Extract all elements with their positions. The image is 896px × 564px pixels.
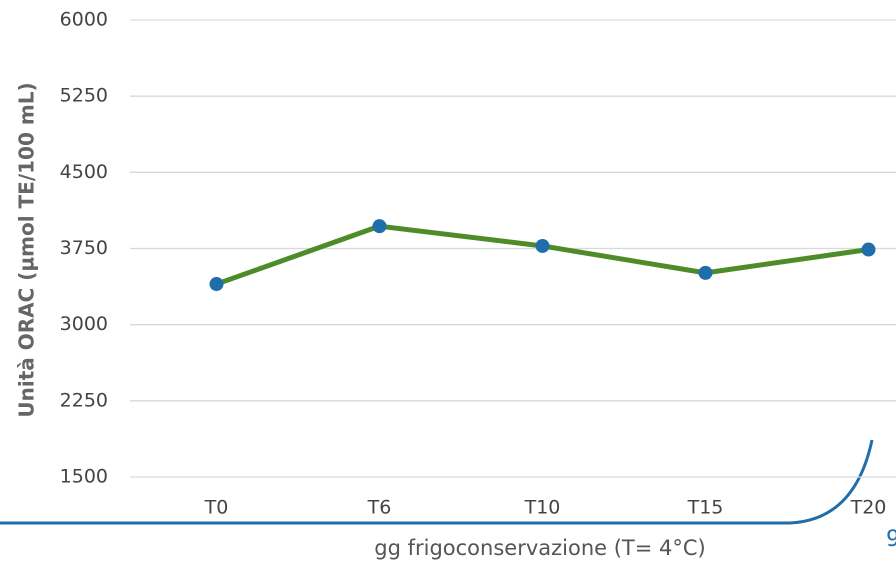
data-point <box>862 243 876 257</box>
data-point <box>210 277 224 291</box>
y-tick-label: 5250 <box>60 85 108 107</box>
x-tick-label: T6 <box>367 497 392 519</box>
x-axis-label: gg frigoconservazione (T= 4°C) <box>374 536 706 560</box>
page-number: 9 <box>886 527 896 552</box>
x-tick-label: T15 <box>687 497 724 519</box>
y-tick-label: 1500 <box>60 466 108 488</box>
data-point <box>536 239 550 253</box>
slide: Unità ORAC (µmol TE/100 mL) gg frigocons… <box>0 0 896 564</box>
data-line <box>217 226 869 284</box>
x-tick-label: T20 <box>850 497 887 519</box>
data-point <box>373 219 387 233</box>
y-axis-label: Unità ORAC (µmol TE/100 mL) <box>15 82 39 417</box>
data-point <box>699 266 713 280</box>
x-tick-label: T0 <box>204 497 229 519</box>
y-tick-label: 2250 <box>60 389 108 411</box>
y-tick-label: 3000 <box>60 313 108 335</box>
y-tick-label: 4500 <box>60 161 108 183</box>
x-tick-label: T10 <box>524 497 561 519</box>
decorative-curve <box>0 440 872 523</box>
y-tick-label: 6000 <box>60 9 108 31</box>
y-tick-label: 3750 <box>60 237 108 259</box>
